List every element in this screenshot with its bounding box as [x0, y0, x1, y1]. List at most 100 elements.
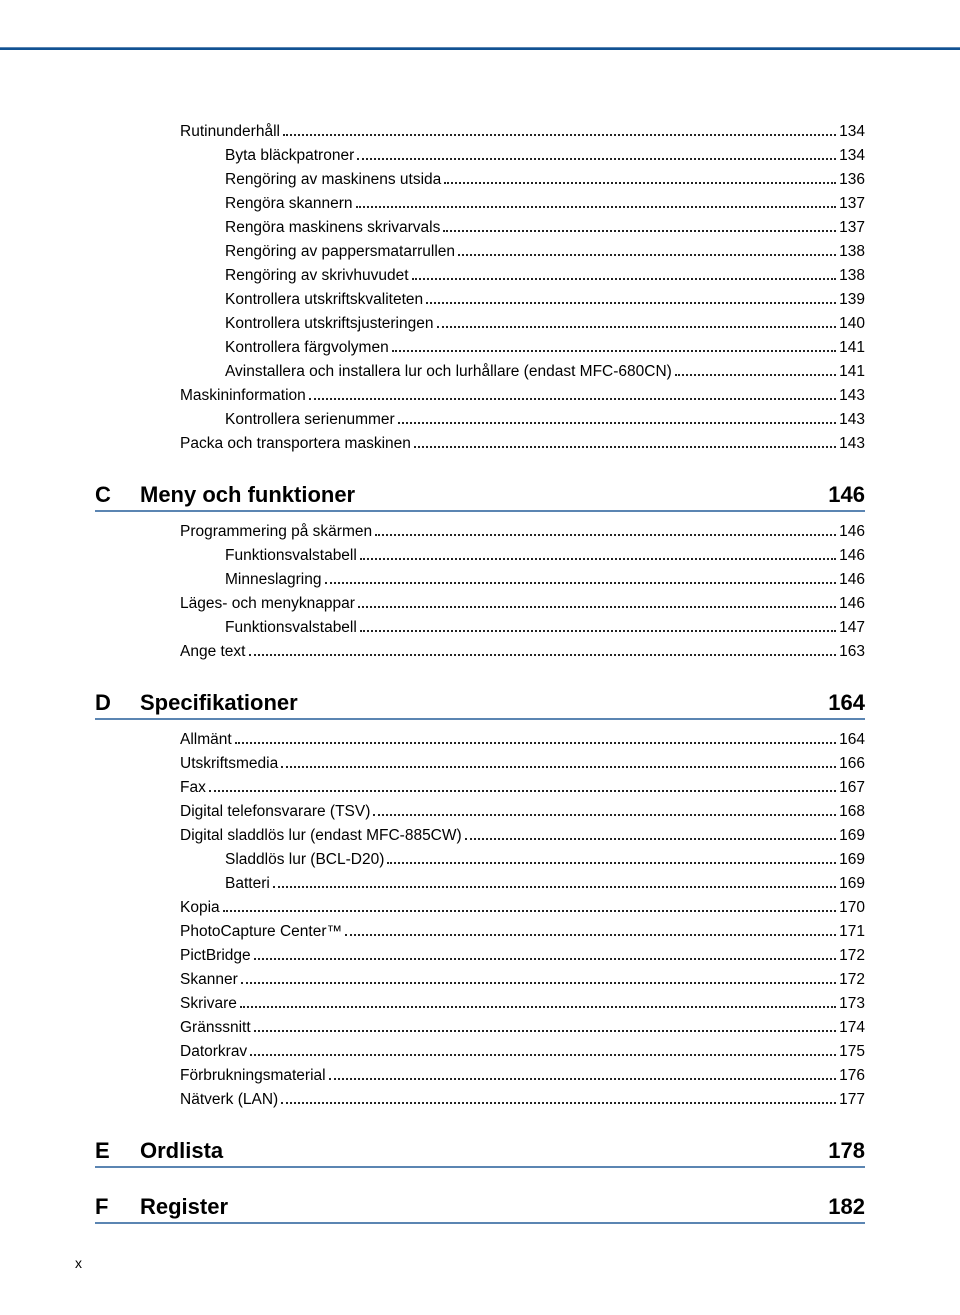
toc-entry[interactable]: Batteri 169	[95, 872, 865, 896]
toc-entry[interactable]: Datorkrav175	[95, 1040, 865, 1064]
toc-entry-label: Förbrukningsmaterial	[180, 1064, 326, 1088]
toc-entry-label: Skrivare	[180, 992, 237, 1016]
toc-leader-dots	[249, 654, 837, 656]
toc-entry[interactable]: Rengöra skannern137	[95, 192, 865, 216]
toc-entry[interactable]: Maskininformation 143	[95, 384, 865, 408]
toc-leader-dots	[240, 1006, 836, 1008]
toc-entry[interactable]: Kontrollera färgvolymen141	[95, 336, 865, 360]
section-letter: C	[95, 482, 140, 508]
toc-entry-label: Rengöring av skrivhuvudet	[225, 264, 409, 288]
toc-entry[interactable]: Skanner172	[95, 968, 865, 992]
toc-entry[interactable]: Kontrollera utskriftskvaliteten139	[95, 288, 865, 312]
section-d: D Specifikationer 164	[95, 690, 865, 720]
toc-entry-label: Kontrollera utskriftsjusteringen	[225, 312, 434, 336]
toc-leader-dots	[675, 374, 836, 376]
toc-entry[interactable]: Digital telefonsvarare (TSV)168	[95, 800, 865, 824]
toc-entry-page: 143	[839, 384, 865, 408]
section-title: Specifikationer	[140, 690, 828, 716]
toc-leader-dots	[309, 398, 836, 400]
toc-entry[interactable]: Rengöra maskinens skrivarvals 137	[95, 216, 865, 240]
toc-entry[interactable]: Skrivare 173	[95, 992, 865, 1016]
toc-entry-label: Rengöring av maskinens utsida	[225, 168, 441, 192]
toc-entry-page: 166	[839, 752, 865, 776]
toc-entry[interactable]: PhotoCapture Center™ 171	[95, 920, 865, 944]
toc-entry-label: Kontrollera färgvolymen	[225, 336, 389, 360]
toc-entry-page: 171	[839, 920, 865, 944]
toc-block-d: Allmänt164Utskriftsmedia166Fax167Digital…	[95, 728, 865, 1112]
toc-entry-page: 138	[839, 240, 865, 264]
toc-entry[interactable]: Funktionsvalstabell147	[95, 616, 865, 640]
toc-entry-label: Digital sladdlös lur (endast MFC-885CW)	[180, 824, 462, 848]
toc-entry[interactable]: Förbrukningsmaterial176	[95, 1064, 865, 1088]
toc-entry[interactable]: Kontrollera utskriftsjusteringen 140	[95, 312, 865, 336]
toc-entry-label: Kontrollera utskriftskvaliteten	[225, 288, 423, 312]
toc-leader-dots	[426, 302, 836, 304]
toc-leader-dots	[329, 1078, 837, 1080]
toc-entry-page: 138	[839, 264, 865, 288]
section-title: Meny och funktioner	[140, 482, 828, 508]
toc-entry-page: 146	[839, 520, 865, 544]
toc-entry-label: Batteri	[225, 872, 270, 896]
toc-leader-dots	[373, 814, 836, 816]
toc-entry[interactable]: Nätverk (LAN)177	[95, 1088, 865, 1112]
toc-entry[interactable]: Funktionsvalstabell146	[95, 544, 865, 568]
toc-entry[interactable]: Byta bläckpatroner134	[95, 144, 865, 168]
toc-entry[interactable]: Programmering på skärmen146	[95, 520, 865, 544]
toc-entry-page: 169	[839, 848, 865, 872]
toc-entry[interactable]: Sladdlös lur (BCL-D20) 169	[95, 848, 865, 872]
toc-leader-dots	[325, 582, 837, 584]
toc-entry-label: Rengöra skannern	[225, 192, 353, 216]
toc-entry-label: Kopia	[180, 896, 220, 920]
toc-entry-page: 173	[839, 992, 865, 1016]
toc-entry[interactable]: Rengöring av maskinens utsida136	[95, 168, 865, 192]
toc-entry[interactable]: Kopia170	[95, 896, 865, 920]
toc-entry[interactable]: Rutinunderhåll134	[95, 120, 865, 144]
toc-entry-page: 169	[839, 872, 865, 896]
toc-leader-dots	[360, 630, 836, 632]
toc-entry-page: 177	[839, 1088, 865, 1112]
section-page: 164	[828, 690, 865, 716]
toc-entry[interactable]: Kontrollera serienummer143	[95, 408, 865, 432]
toc-leader-dots	[358, 606, 836, 608]
page-number-footer: x	[75, 1255, 82, 1271]
toc-leader-dots	[281, 766, 836, 768]
toc-leader-dots	[273, 886, 836, 888]
toc-entry-page: 174	[839, 1016, 865, 1040]
toc-entry[interactable]: Packa och transportera maskinen143	[95, 432, 865, 456]
toc-entry[interactable]: Allmänt164	[95, 728, 865, 752]
toc-entry[interactable]: Digital sladdlös lur (endast MFC-885CW)1…	[95, 824, 865, 848]
section-page: 146	[828, 482, 865, 508]
toc-entry[interactable]: Fax167	[95, 776, 865, 800]
toc-content: Rutinunderhåll134Byta bläckpatroner134Re…	[95, 120, 865, 1232]
toc-entry-label: PhotoCapture Center™	[180, 920, 342, 944]
toc-entry-page: 167	[839, 776, 865, 800]
toc-entry-page: 140	[839, 312, 865, 336]
toc-entry-page: 164	[839, 728, 865, 752]
section-page: 178	[828, 1138, 865, 1164]
section-title: Register	[140, 1194, 828, 1220]
toc-leader-dots	[444, 182, 836, 184]
toc-entry-label: Minneslagring	[225, 568, 322, 592]
toc-entry[interactable]: Minneslagring146	[95, 568, 865, 592]
toc-entry[interactable]: Rengöring av skrivhuvudet 138	[95, 264, 865, 288]
toc-entry[interactable]: Läges- och menyknappar146	[95, 592, 865, 616]
toc-entry[interactable]: Rengöring av pappersmatarrullen138	[95, 240, 865, 264]
toc-entry-label: Funktionsvalstabell	[225, 616, 357, 640]
toc-entry-label: Sladdlös lur (BCL-D20)	[225, 848, 384, 872]
toc-leader-dots	[345, 934, 836, 936]
toc-entry[interactable]: PictBridge172	[95, 944, 865, 968]
toc-leader-dots	[250, 1054, 836, 1056]
toc-entry-label: Byta bläckpatroner	[225, 144, 354, 168]
toc-entry[interactable]: Avinstallera och installera lur och lurh…	[95, 360, 865, 384]
toc-entry[interactable]: Utskriftsmedia166	[95, 752, 865, 776]
toc-entry-page: 134	[839, 120, 865, 144]
section-letter: D	[95, 690, 140, 716]
toc-leader-dots	[254, 1030, 836, 1032]
toc-entry-page: 137	[839, 216, 865, 240]
toc-entry[interactable]: Ange text163	[95, 640, 865, 664]
section-page: 182	[828, 1194, 865, 1220]
toc-entry[interactable]: Gränssnitt174	[95, 1016, 865, 1040]
toc-entry-label: Rengöra maskinens skrivarvals	[225, 216, 440, 240]
toc-entry-label: Maskininformation	[180, 384, 306, 408]
toc-leader-dots	[465, 838, 836, 840]
